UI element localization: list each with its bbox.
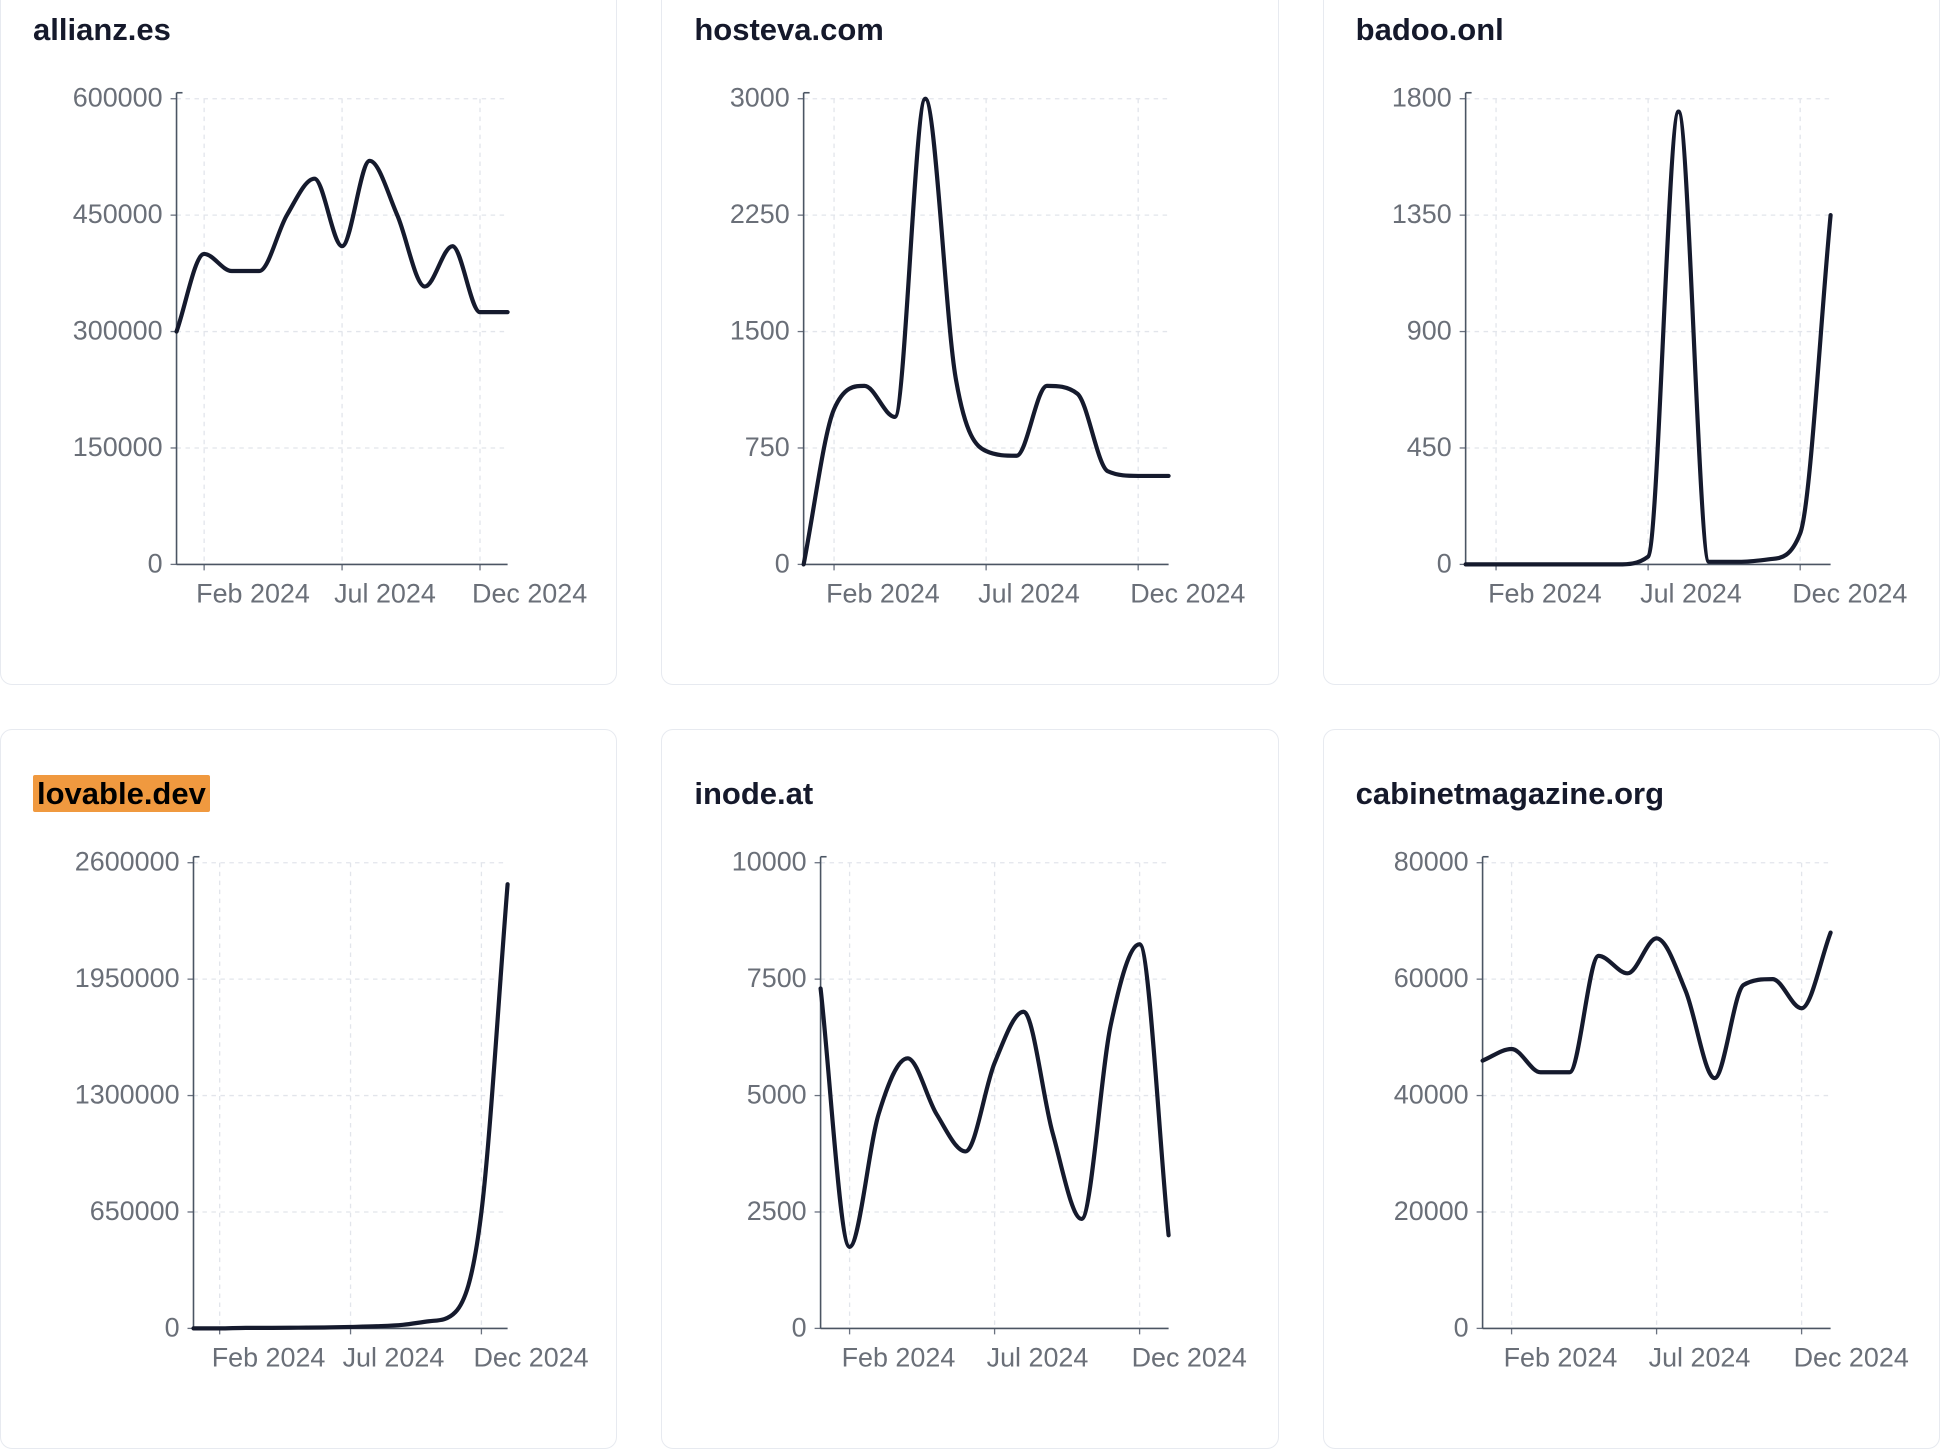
svg-text:20000: 20000 (1393, 1196, 1468, 1226)
svg-text:1350: 1350 (1391, 199, 1451, 229)
svg-text:7500: 7500 (747, 963, 807, 993)
svg-text:650000: 650000 (90, 1196, 180, 1226)
svg-text:Feb 2024: Feb 2024 (842, 1342, 956, 1372)
svg-text:Feb 2024: Feb 2024 (212, 1342, 326, 1372)
svg-text:2500: 2500 (747, 1196, 807, 1226)
svg-text:Jul 2024: Jul 2024 (987, 1342, 1089, 1372)
svg-text:0: 0 (148, 548, 163, 578)
svg-text:450000: 450000 (73, 199, 163, 229)
svg-text:3000: 3000 (730, 84, 790, 113)
svg-text:Dec 2024: Dec 2024 (473, 1342, 588, 1372)
svg-text:750: 750 (745, 432, 790, 462)
svg-text:Jul 2024: Jul 2024 (343, 1342, 445, 1372)
svg-text:Dec 2024: Dec 2024 (472, 578, 587, 608)
svg-text:Feb 2024: Feb 2024 (196, 578, 310, 608)
svg-text:0: 0 (775, 548, 790, 578)
svg-text:60000: 60000 (1393, 963, 1468, 993)
svg-text:900: 900 (1406, 316, 1451, 346)
svg-text:Jul 2024: Jul 2024 (334, 578, 436, 608)
svg-text:1500: 1500 (730, 316, 790, 346)
svg-text:Jul 2024: Jul 2024 (1648, 1342, 1750, 1372)
svg-text:0: 0 (792, 1312, 807, 1342)
svg-text:Dec 2024: Dec 2024 (1132, 1342, 1247, 1372)
svg-text:0: 0 (1436, 548, 1451, 578)
svg-text:2600000: 2600000 (75, 848, 180, 877)
svg-text:1950000: 1950000 (75, 963, 180, 993)
svg-text:Dec 2024: Dec 2024 (1792, 578, 1907, 608)
svg-text:40000: 40000 (1393, 1080, 1468, 1110)
svg-text:5000: 5000 (747, 1080, 807, 1110)
svg-text:Jul 2024: Jul 2024 (978, 578, 1080, 608)
svg-text:Dec 2024: Dec 2024 (1793, 1342, 1908, 1372)
svg-text:600000: 600000 (73, 84, 163, 113)
svg-text:80000: 80000 (1393, 848, 1468, 877)
svg-text:150000: 150000 (73, 432, 163, 462)
svg-text:300000: 300000 (73, 316, 163, 346)
svg-text:Dec 2024: Dec 2024 (1131, 578, 1246, 608)
svg-text:0: 0 (1453, 1312, 1468, 1342)
svg-text:450: 450 (1406, 432, 1451, 462)
svg-text:1300000: 1300000 (75, 1080, 180, 1110)
svg-text:0: 0 (165, 1312, 180, 1342)
svg-text:1800: 1800 (1391, 84, 1451, 113)
svg-text:Feb 2024: Feb 2024 (1503, 1342, 1617, 1372)
svg-text:Jul 2024: Jul 2024 (1640, 578, 1742, 608)
svg-text:Feb 2024: Feb 2024 (1488, 578, 1602, 608)
svg-text:Feb 2024: Feb 2024 (826, 578, 940, 608)
svg-text:2250: 2250 (730, 199, 790, 229)
svg-text:10000: 10000 (732, 848, 807, 877)
